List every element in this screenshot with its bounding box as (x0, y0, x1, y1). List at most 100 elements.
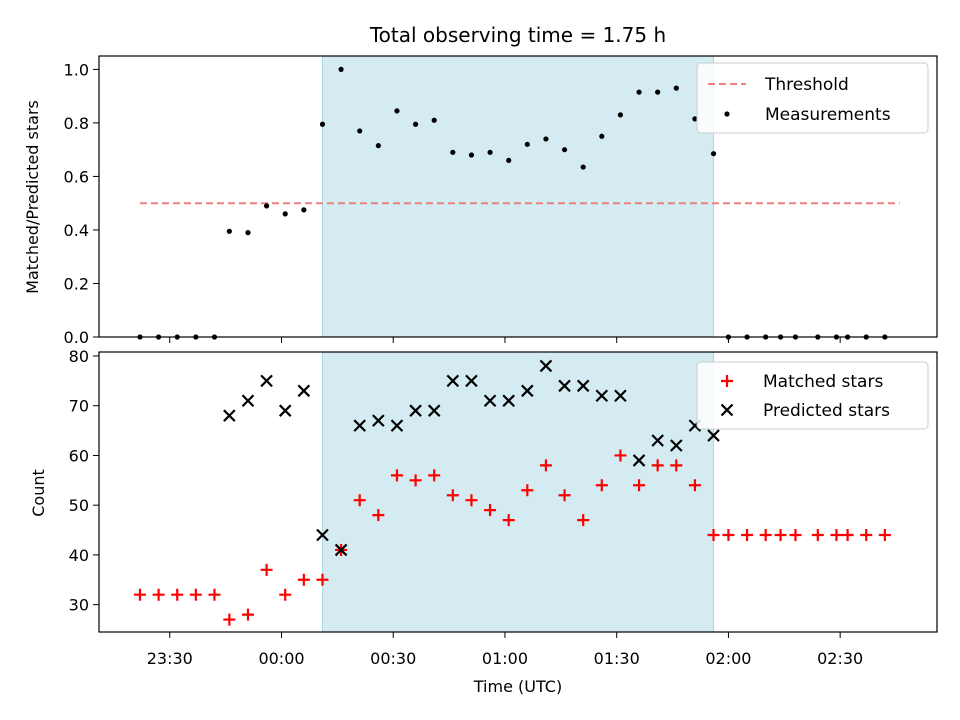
data-point-plus (830, 529, 843, 542)
data-point-cross (278, 404, 292, 417)
data-point-dot (468, 152, 475, 158)
data-point-cross (483, 394, 497, 408)
data-point-plus (558, 489, 571, 502)
legend-count: Matched stars Predicted stars (696, 361, 929, 430)
data-point-cross (707, 429, 720, 442)
x-tick-label: 01:00 (482, 649, 528, 668)
data-point-cross (427, 404, 441, 417)
y-tick-label: 40 (69, 546, 89, 565)
legend-predicted-label: Predicted stars (763, 401, 890, 421)
data-point-cross (595, 389, 609, 403)
data-point-cross (297, 384, 311, 398)
data-point-dot (450, 149, 456, 155)
data-point-cross (334, 543, 348, 557)
data-point-dot (487, 149, 493, 155)
legend-threshold-label: Threshold (764, 75, 849, 95)
y-tick-label: 0.8 (64, 114, 89, 133)
axes-frame (98, 351, 938, 633)
data-point-plus (297, 573, 310, 586)
data-point-plus (670, 459, 683, 472)
data-point-dot (301, 207, 307, 213)
data-point-dot (431, 117, 437, 123)
x-axis-ticks: 23:30 00:00 00:30 01:00 01:30 02:00 02:30 (147, 649, 864, 668)
data-point-plus (390, 469, 403, 482)
data-point-plus (189, 588, 202, 601)
data-point-plus (316, 573, 329, 586)
data-point-cross (539, 359, 553, 373)
data-point-cross (465, 374, 478, 388)
data-point-dot (599, 133, 605, 139)
data-point-dot (561, 147, 568, 153)
y-axis-label-count: Count (29, 469, 48, 517)
data-point-dot (264, 203, 270, 209)
data-point-plus (595, 479, 608, 492)
y-tick-label: 50 (69, 496, 89, 515)
observing-interval (322, 352, 714, 632)
data-point-dot (710, 151, 717, 157)
data-point-plus (577, 514, 590, 527)
data-point-dot (692, 116, 698, 122)
data-point-cross (241, 394, 255, 408)
data-point-cross (223, 409, 236, 422)
legend-measurements-label: Measurements (765, 105, 891, 125)
data-point-plus (789, 529, 802, 542)
data-point-plus (688, 479, 701, 492)
data-point-dot (636, 89, 642, 95)
data-point-plus (241, 608, 254, 621)
legend-predicted-swatch (720, 403, 734, 417)
data-point-plus (208, 588, 221, 601)
data-point-cross (372, 414, 385, 427)
y-tick-label: 1.0 (64, 60, 89, 79)
data-point-plus (353, 494, 366, 507)
y-tick-label: 0.6 (64, 167, 89, 186)
data-point-plus (759, 529, 772, 542)
x-axis-label: Time (UTC) (473, 677, 562, 696)
data-point-cross (409, 404, 422, 417)
y-tick-label: 0.2 (64, 274, 89, 293)
data-point-dot (412, 121, 419, 127)
data-point-plus (878, 529, 891, 542)
data-point-plus (428, 469, 441, 482)
data-point-cross (558, 379, 571, 393)
x-tick-label: 00:30 (370, 649, 416, 668)
data-point-cross (446, 374, 460, 388)
data-point-plus (409, 474, 422, 487)
data-point-dot (226, 228, 232, 234)
data-point-plus (502, 514, 515, 527)
x-tick-label: 02:00 (705, 649, 751, 668)
ratio-panel: 0.0 0.2 0.4 0.6 0.8 1.0 (64, 55, 938, 347)
data-point-dot (655, 89, 661, 95)
data-point-plus (860, 529, 873, 542)
data-point-cross (521, 384, 534, 398)
data-point-plus (372, 509, 385, 522)
y-tick-label: 0.0 (64, 328, 89, 347)
legend-matched-label: Matched stars (763, 372, 883, 392)
legend-ratio: Threshold Measurements (696, 62, 929, 134)
x-tick-label: 23:30 (147, 649, 193, 668)
data-point-plus (152, 588, 165, 601)
data-point-plus (811, 529, 824, 542)
chart-title: Total observing time = 1.75 h (369, 23, 666, 47)
data-point-plus (722, 529, 735, 542)
data-point-plus (446, 489, 459, 502)
y-tick-label: 0.4 (64, 221, 89, 240)
data-point-dot (673, 85, 679, 91)
x-tick-label: 01:30 (594, 649, 640, 668)
data-point-dot (580, 164, 586, 170)
data-point-dot (375, 143, 381, 149)
data-point-cross (316, 528, 329, 542)
data-point-plus (841, 529, 854, 542)
legend-matched-swatch (721, 375, 733, 387)
legend-measurements-swatch (724, 111, 730, 117)
data-point-dot (338, 66, 344, 72)
data-point-cross (390, 419, 404, 432)
data-point-plus (223, 613, 236, 626)
observing-interval (322, 56, 714, 337)
y-tick-label: 70 (69, 397, 89, 416)
data-point-plus (260, 563, 273, 576)
data-point-dot (319, 121, 326, 127)
data-point-dot (524, 141, 530, 147)
data-point-cross (353, 419, 366, 432)
data-point-plus (171, 588, 184, 601)
